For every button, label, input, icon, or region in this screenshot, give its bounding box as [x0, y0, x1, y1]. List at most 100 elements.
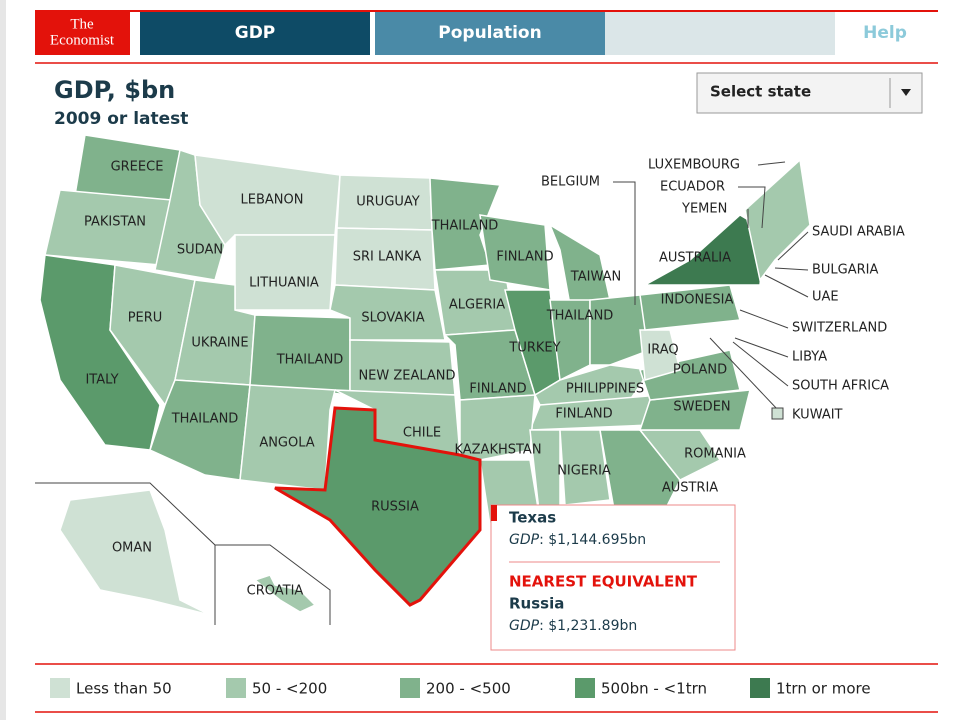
- tooltip-marker: [491, 505, 497, 521]
- legend-swatch: [226, 678, 246, 698]
- callout-label: SWITZERLAND: [792, 321, 887, 336]
- tab-label: Population: [438, 23, 541, 43]
- callout-label: UAE: [812, 290, 839, 305]
- map-label: GREECE: [111, 160, 164, 175]
- state[interactable]: [589, 294, 651, 366]
- leader: [613, 181, 636, 305]
- map-label: ROMANIA: [684, 447, 746, 462]
- state[interactable]: [239, 384, 336, 491]
- map-label: TAIWAN: [570, 270, 621, 285]
- state[interactable]: [559, 429, 611, 506]
- state[interactable]: [639, 329, 681, 381]
- map-label: UKRAINE: [191, 336, 248, 351]
- leader: [764, 274, 809, 298]
- map-label: NEW ZEALAND: [358, 369, 455, 384]
- metric: GDP: [509, 618, 540, 634]
- logo-text: Economist: [50, 32, 115, 48]
- leader: [757, 161, 786, 166]
- map-label: URUGUAY: [356, 195, 420, 210]
- legend-label: 500bn - <1trn: [601, 680, 707, 698]
- leader: [777, 231, 809, 261]
- callout-label: SOUTH AFRICA: [792, 379, 889, 394]
- callout-label: LUXEMBOURG: [648, 158, 740, 173]
- callout-label: BULGARIA: [812, 263, 879, 278]
- map-label: THAILAND: [431, 219, 499, 234]
- map-label: PHILIPPINES: [566, 382, 644, 397]
- metric: GDP: [509, 532, 540, 548]
- state[interactable]: [459, 394, 536, 461]
- tooltip-state: Texas: [509, 509, 556, 527]
- tab-help[interactable]: [835, 12, 935, 55]
- legend-label: 1trn or more: [776, 680, 871, 698]
- state[interactable]: [639, 284, 741, 331]
- callout-label: LIBYA: [792, 350, 827, 365]
- map-label: POLAND: [673, 363, 727, 378]
- state[interactable]: [349, 339, 456, 396]
- map-label: ITALY: [85, 373, 118, 388]
- map: [39, 134, 811, 622]
- map-label: AUSTRALIA: [659, 251, 731, 266]
- title: GDP, $bn: [54, 76, 175, 104]
- state[interactable]: [744, 158, 811, 282]
- select-state[interactable]: [696, 72, 923, 114]
- legend: Less than 50 50 - <200 200 - <500 500bn - <…: [50, 678, 871, 698]
- tab-label: GDP: [235, 23, 276, 43]
- map-labels: GREECE PAKISTAN SUDAN LEBANON URUGUAY THAILAN…: [84, 158, 905, 599]
- map-label: AUSTRIA: [662, 481, 718, 496]
- legend-label: 50 - <200: [252, 680, 327, 698]
- map-label: THAILAND: [276, 353, 344, 368]
- map-label: INDONESIA: [661, 293, 734, 308]
- inset-border: [35, 482, 216, 625]
- map-label: OMAN: [112, 541, 152, 556]
- tab-gdp[interactable]: [140, 12, 370, 55]
- map-label: IRAQ: [647, 343, 678, 358]
- legend-swatch: [400, 678, 420, 698]
- state-selected[interactable]: [274, 406, 482, 607]
- map-label: ALGERIA: [449, 298, 505, 313]
- tab-bar: [605, 12, 835, 55]
- logo-text: The: [70, 16, 94, 32]
- state[interactable]: [234, 234, 336, 311]
- map-label: PAKISTAN: [84, 215, 146, 230]
- select-label: Select state: [710, 83, 811, 101]
- tab-population[interactable]: [375, 12, 605, 55]
- state[interactable]: [599, 429, 681, 521]
- map-label: THAILAND: [171, 412, 239, 427]
- map-label: CROATIA: [247, 584, 304, 599]
- legend-swatch: [750, 678, 770, 698]
- map-label: SLOVAKIA: [361, 311, 424, 326]
- frame-edge: [0, 0, 6, 720]
- map-label: CHILE: [403, 426, 441, 441]
- callout-label: ECUADOR: [660, 180, 725, 195]
- state[interactable]: [253, 574, 317, 613]
- leader: [709, 337, 779, 411]
- leader: [738, 186, 766, 229]
- map-label: FINLAND: [496, 250, 553, 265]
- legend-label: 200 - <500: [426, 680, 511, 698]
- callout-label: KUWAIT: [792, 408, 843, 423]
- subtitle: 2009 or latest: [54, 109, 188, 129]
- legend-swatch: [575, 678, 595, 698]
- value: : $1,231.89bn: [539, 618, 637, 634]
- inset-border: [215, 544, 331, 625]
- tooltip: [490, 504, 736, 651]
- state[interactable]: [59, 489, 211, 616]
- map-label: SRI LANKA: [353, 250, 422, 265]
- tab-label: Help: [863, 23, 907, 43]
- tooltip-heading: NEAREST EQUIVALENT: [509, 573, 698, 591]
- callout-label: YEMEN: [681, 202, 727, 217]
- map-label: NIGERIA: [557, 464, 611, 479]
- map-label: RUSSIA: [371, 500, 419, 515]
- callout-swatch: [771, 407, 784, 420]
- leader: [732, 341, 789, 387]
- map-label: LITHUANIA: [249, 276, 319, 291]
- logo[interactable]: [35, 12, 130, 55]
- map-label: FINLAND: [555, 407, 612, 422]
- state[interactable]: [639, 349, 741, 401]
- map-label: FINLAND: [469, 382, 526, 397]
- map-label: THAILAND: [546, 309, 614, 324]
- map-label: PERU: [128, 311, 163, 326]
- tooltip-equivalent: Russia: [509, 595, 564, 613]
- leader: [774, 267, 809, 271]
